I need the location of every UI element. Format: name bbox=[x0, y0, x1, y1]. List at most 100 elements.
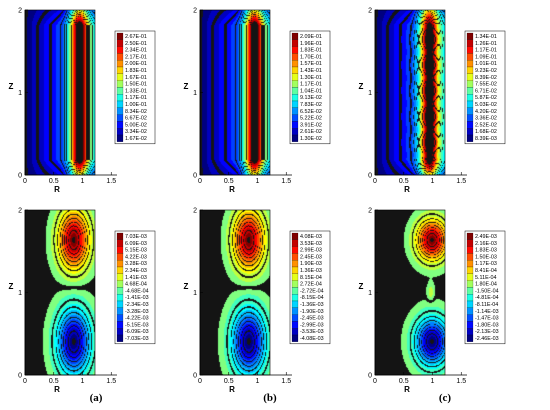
x-tick-label: 0 bbox=[198, 178, 202, 185]
y-tick-label: 1 bbox=[193, 290, 197, 297]
legend-label: -2.72E-04 bbox=[300, 288, 324, 294]
legend-label: -1.41E-03 bbox=[125, 295, 149, 301]
caption-c: (c) bbox=[438, 392, 452, 404]
x-tick-label: 1 bbox=[256, 178, 260, 185]
legend-swatch bbox=[291, 134, 299, 142]
legend-label: -5.15E-03 bbox=[125, 322, 149, 328]
y-tick-label: 2 bbox=[18, 208, 22, 215]
y-tick-label: 1 bbox=[18, 90, 22, 97]
legend-label: -4.08E-03 bbox=[300, 336, 324, 342]
y-tick-label: 1 bbox=[368, 90, 372, 97]
x-tick-label: 0 bbox=[198, 378, 202, 385]
legend-label: 2.17E-01 bbox=[125, 54, 147, 60]
legend-swatch bbox=[466, 287, 474, 295]
legend-label: 2.34E-01 bbox=[125, 48, 147, 54]
legend: 1.34E-011.26E-011.17E-011.09E-011.01E-01… bbox=[464, 30, 506, 145]
contour-field bbox=[200, 210, 270, 375]
legend-swatch bbox=[466, 239, 474, 247]
legend-label: 1.83E-01 bbox=[300, 48, 322, 54]
y-tick-label: 0 bbox=[368, 173, 372, 180]
legend-label: 1.67E-02 bbox=[125, 136, 147, 142]
legend-label: -4.81E-04 bbox=[475, 295, 499, 301]
legend-label: 1.50E-03 bbox=[475, 254, 497, 260]
legend-label: 2.72E-04 bbox=[300, 282, 322, 288]
y-tick-label: 2 bbox=[18, 8, 22, 15]
y-tick-label: 0 bbox=[193, 173, 197, 180]
legend-label: 1.50E-01 bbox=[125, 82, 147, 88]
legend: 2.67E-012.50E-012.34E-012.17E-012.00E-01… bbox=[114, 30, 156, 145]
legend-label: 6.52E-02 bbox=[300, 109, 322, 115]
legend-swatch bbox=[116, 134, 124, 142]
legend-label: 1.43E-01 bbox=[300, 68, 322, 74]
legend-label: 4.22E-03 bbox=[125, 254, 147, 260]
legend-swatch bbox=[466, 232, 474, 240]
legend-label: 8.15E-04 bbox=[300, 275, 322, 281]
x-tick-label: 1 bbox=[431, 378, 435, 385]
legend-swatch bbox=[466, 300, 474, 308]
x-axis-label: R bbox=[54, 385, 60, 394]
legend-swatch bbox=[466, 294, 474, 302]
legend-label: 5.22E-02 bbox=[300, 116, 322, 122]
legend-swatch bbox=[291, 334, 299, 342]
legend-label: 5.15E-03 bbox=[125, 248, 147, 254]
legend-label: 2.50E-01 bbox=[125, 41, 147, 47]
y-tick-label: 2 bbox=[368, 8, 372, 15]
legend-label: 2.52E-02 bbox=[475, 122, 497, 128]
x-tick-label: 1.5 bbox=[456, 178, 466, 185]
caption-a: (a) bbox=[89, 392, 103, 404]
legend-label: 8.39E-03 bbox=[475, 136, 497, 142]
legend-label: -8.15E-04 bbox=[300, 295, 324, 301]
legend-label: 2.49E-03 bbox=[475, 234, 497, 240]
legend-swatch bbox=[466, 314, 474, 322]
legend-label: 2.45E-03 bbox=[300, 254, 322, 260]
x-tick-label: 0 bbox=[23, 378, 27, 385]
contour-field bbox=[375, 210, 445, 375]
legend-swatch bbox=[466, 260, 474, 268]
y-tick-label: 2 bbox=[193, 208, 197, 215]
legend-label: 1.41E-03 bbox=[125, 275, 147, 281]
y-tick-label: 1 bbox=[18, 290, 22, 297]
legend-label: -4.22E-03 bbox=[125, 316, 149, 322]
y-axis-label: Z bbox=[9, 282, 14, 291]
legend-label: 7.55E-02 bbox=[475, 82, 497, 88]
legend-label: -2.13E-03 bbox=[475, 329, 499, 335]
legend-swatch bbox=[466, 321, 474, 329]
legend-label: 2.00E-01 bbox=[125, 61, 147, 67]
legend-label: -2.46E-03 bbox=[475, 336, 499, 342]
x-tick-label: 1 bbox=[81, 378, 85, 385]
legend-label: 6.71E-02 bbox=[475, 88, 497, 94]
legend-label: -3.28E-03 bbox=[125, 309, 149, 315]
x-axis-label: R bbox=[404, 185, 410, 194]
legend-label: 1.00E-01 bbox=[125, 102, 147, 108]
y-axis-label: Z bbox=[359, 82, 364, 91]
legend-label: -1.90E-03 bbox=[300, 309, 324, 315]
legend-label: 8.41E-04 bbox=[475, 268, 497, 274]
legend-label: 1.17E-01 bbox=[475, 48, 497, 54]
legend-label: 1.30E-01 bbox=[300, 75, 322, 81]
legend-label: 4.20E-02 bbox=[475, 109, 497, 115]
legend-swatch bbox=[116, 334, 124, 342]
legend-label: 8.39E-02 bbox=[475, 75, 497, 81]
legend-swatch bbox=[466, 307, 474, 315]
x-axis-label: R bbox=[404, 385, 410, 394]
legend-label: 1.17E-03 bbox=[475, 261, 497, 267]
legend-label: 4.68E-04 bbox=[125, 282, 147, 288]
x-axis-label: R bbox=[54, 185, 60, 194]
legend-label: 1.33E-01 bbox=[125, 88, 147, 94]
legend-label: 5.00E-02 bbox=[125, 122, 147, 128]
legend-label: 9.13E-02 bbox=[300, 95, 322, 101]
legend-label: 1.17E-01 bbox=[300, 82, 322, 88]
legend-label: 4.08E-03 bbox=[300, 234, 322, 240]
legend-label: -2.34E-03 bbox=[125, 302, 149, 308]
legend-label: 1.04E-01 bbox=[300, 88, 322, 94]
legend-label: -7.03E-03 bbox=[125, 336, 149, 342]
x-tick-label: 0 bbox=[23, 178, 27, 185]
legend-swatch bbox=[466, 253, 474, 261]
legend-label: 1.68E-02 bbox=[475, 129, 497, 135]
